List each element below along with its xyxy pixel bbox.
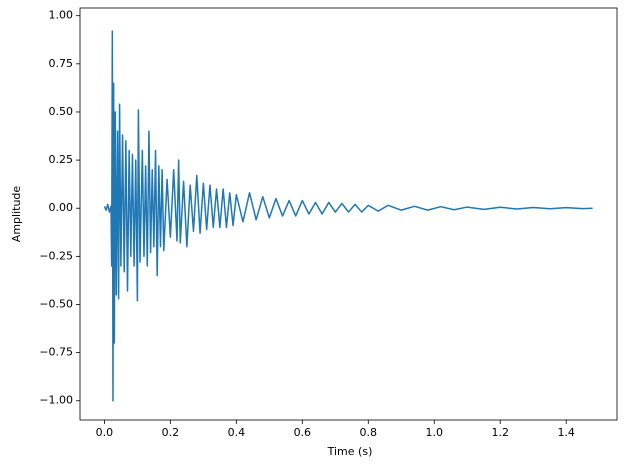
y-tick-label: 0.75	[49, 57, 74, 70]
y-tick-label: 1.00	[49, 9, 74, 22]
x-tick-label: 0.4	[228, 426, 246, 439]
y-tick-label: 0.50	[49, 105, 74, 118]
x-tick-label: 1.0	[426, 426, 444, 439]
x-tick-label: 1.4	[557, 426, 575, 439]
y-tick-label: 0.25	[49, 153, 74, 166]
waveform-line	[103, 30, 593, 402]
y-axis-label: Amplitude	[10, 186, 23, 243]
x-tick-label: 0.0	[96, 426, 114, 439]
x-tick-label: 0.2	[162, 426, 180, 439]
y-tick-label: −0.50	[39, 297, 73, 310]
x-tick-label: 0.6	[294, 426, 312, 439]
y-tick-label: −1.00	[39, 394, 73, 407]
x-tick-label: 0.8	[360, 426, 378, 439]
y-tick-label: 0.00	[49, 201, 74, 214]
y-tick-label: −0.75	[39, 346, 73, 359]
plot-frame	[79, 7, 618, 421]
y-tick-label: −0.25	[39, 249, 73, 262]
x-axis-label: Time (s)	[327, 445, 373, 458]
x-tick-label: 1.2	[491, 426, 509, 439]
